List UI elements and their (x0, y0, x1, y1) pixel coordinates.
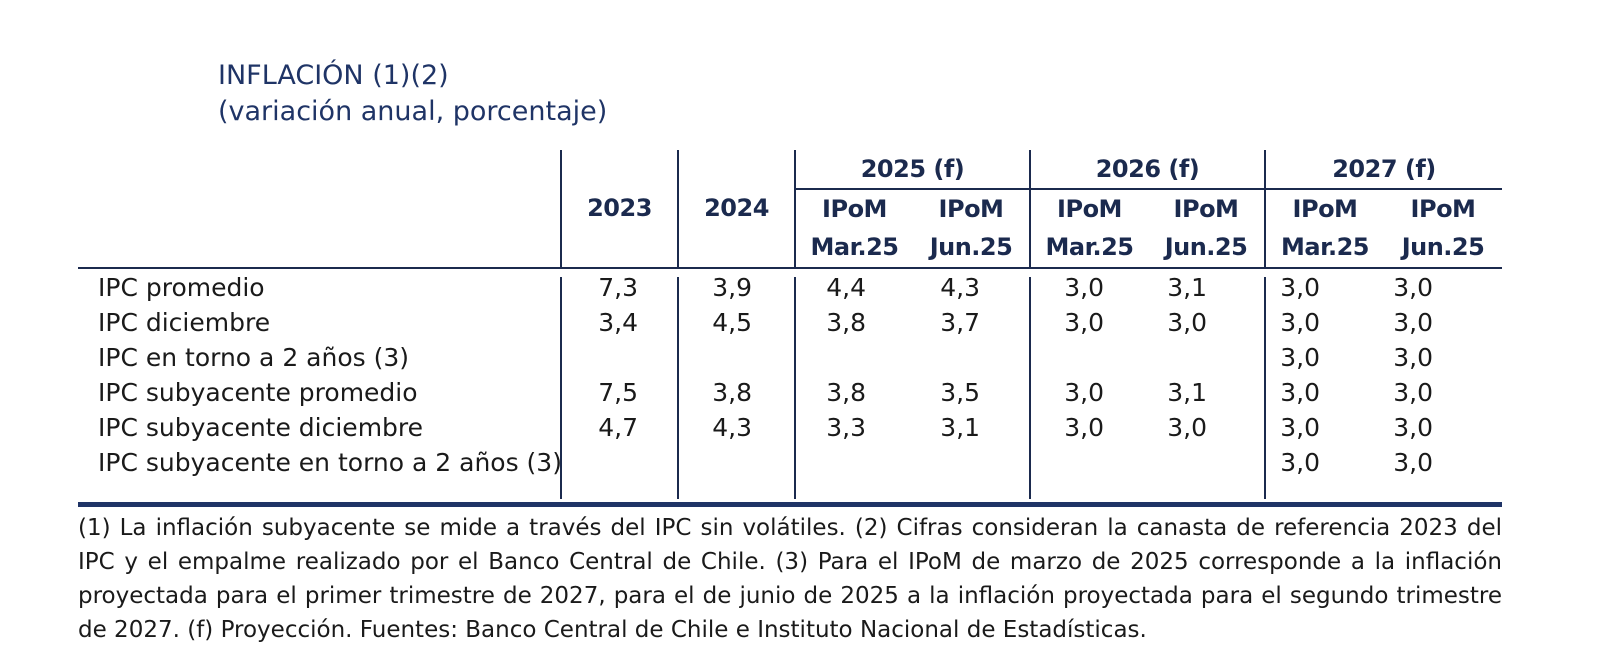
group-underline (794, 188, 1502, 190)
header-sub-2025-mar: IPoM Mar.25 (796, 190, 913, 266)
table-cell: 3,1 (940, 413, 980, 442)
table-cell: 3,0 (1280, 413, 1320, 442)
table-cell: 3,0 (1393, 413, 1433, 442)
row-label: IPC diciembre (98, 308, 271, 337)
header-sub-2026-jun: IPoM Jun.25 (1148, 190, 1264, 266)
header-sub-2027-mar: IPoM Mar.25 (1266, 190, 1384, 266)
table-cell: 4,7 (598, 413, 638, 442)
row-label: IPC subyacente promedio (98, 378, 418, 407)
header-sub-line2: Mar.25 (810, 233, 899, 261)
header-sub-line2: Mar.25 (1280, 233, 1370, 261)
header-sub-2025-jun: IPoM Jun.25 (913, 190, 1029, 266)
table-cell: 3,0 (1280, 308, 1320, 337)
header-bottom-rule (78, 267, 1502, 269)
table-cell: 3,0 (1064, 308, 1104, 337)
header-sub-line1: IPoM (1410, 195, 1476, 223)
table-subtitle: (variación anual, porcentaje) (218, 96, 608, 127)
col-divider (1264, 150, 1266, 267)
header-sub-line1: IPoM (1057, 195, 1122, 223)
table-cell: 3,0 (1167, 308, 1207, 337)
row-label: IPC subyacente diciembre (98, 413, 424, 442)
header-group-2027: 2027 (f) (1332, 155, 1436, 183)
header-sub-line2: Mar.25 (1045, 233, 1134, 261)
table-cell: 4,3 (712, 413, 752, 442)
table-cell: 3,4 (598, 308, 638, 337)
header-sub-line2: Jun.25 (1401, 233, 1485, 261)
table-title-main: INFLACIÓN (1)(2) (218, 60, 449, 91)
col-divider (677, 277, 679, 499)
table-title: INFLACIÓN (1)(2) (variación anual, porce… (218, 58, 607, 130)
table-cell: 3,7 (940, 308, 980, 337)
table-cell: 3,0 (1280, 273, 1320, 302)
table-cell: 4,4 (826, 273, 866, 302)
table-cell: 3,1 (1167, 273, 1207, 302)
table-footnote: (1) La inflación subyacente se mide a tr… (78, 515, 1502, 643)
row-label: IPC subyacente en torno a 2 años (3) (98, 448, 562, 477)
col-divider (560, 277, 562, 499)
col-divider (794, 277, 796, 499)
row-label: IPC en torno a 2 años (3) (98, 343, 410, 372)
table-cell: 3,0 (1280, 448, 1320, 477)
table-cell: 3,0 (1167, 413, 1207, 442)
header-year-2024: 2024 (704, 194, 769, 222)
header-sub-2026-mar: IPoM Mar.25 (1031, 190, 1148, 266)
table-cell: 7,5 (598, 378, 638, 407)
table-cell: 7,3 (598, 273, 638, 302)
table-cell: 3,0 (1280, 378, 1320, 407)
header-sub-2027-jun: IPoM Jun.25 (1384, 190, 1502, 266)
table-cell: 3,0 (1280, 343, 1320, 372)
header-sub-line2: Jun.25 (929, 233, 1013, 261)
col-divider (560, 150, 562, 267)
header-sub-line1: IPoM (1292, 195, 1358, 223)
table-cell: 3,5 (940, 378, 980, 407)
table-cell: 4,3 (940, 273, 980, 302)
header-group-2025: 2025 (f) (860, 155, 965, 183)
col-divider (1264, 277, 1266, 499)
table-cell: 3,1 (1167, 378, 1207, 407)
table-cell: 3,0 (1393, 343, 1433, 372)
col-divider (794, 150, 796, 267)
table-cell: 3,0 (1393, 448, 1433, 477)
col-divider (1029, 277, 1031, 499)
header-sub-line1: IPoM (1173, 195, 1239, 223)
table-cell: 3,3 (826, 413, 866, 442)
table-bottom-rule (78, 502, 1502, 507)
col-divider (1029, 150, 1031, 267)
header-year-2023: 2023 (587, 194, 652, 222)
table-cell: 4,5 (712, 308, 752, 337)
table-cell: 3,0 (1393, 308, 1433, 337)
table-cell: 3,9 (712, 273, 752, 302)
header-sub-line1: IPoM (938, 195, 1004, 223)
table-cell: 3,8 (712, 378, 752, 407)
table-cell: 3,0 (1393, 378, 1433, 407)
col-divider (677, 150, 679, 267)
table-cell: 3,0 (1064, 273, 1104, 302)
table-cell: 3,8 (826, 378, 866, 407)
table-cell: 3,0 (1393, 273, 1433, 302)
row-label: IPC promedio (98, 273, 265, 302)
header-group-2026: 2026 (f) (1095, 155, 1200, 183)
table-cell: 3,0 (1064, 413, 1104, 442)
header-sub-line2: Jun.25 (1164, 233, 1248, 261)
table-cell: 3,8 (826, 308, 866, 337)
table-cell: 3,0 (1064, 378, 1104, 407)
inflation-table: 2023 2024 2025 (f) 2026 (f) 2027 (f) IPo… (78, 150, 1502, 507)
header-sub-line1: IPoM (822, 195, 887, 223)
